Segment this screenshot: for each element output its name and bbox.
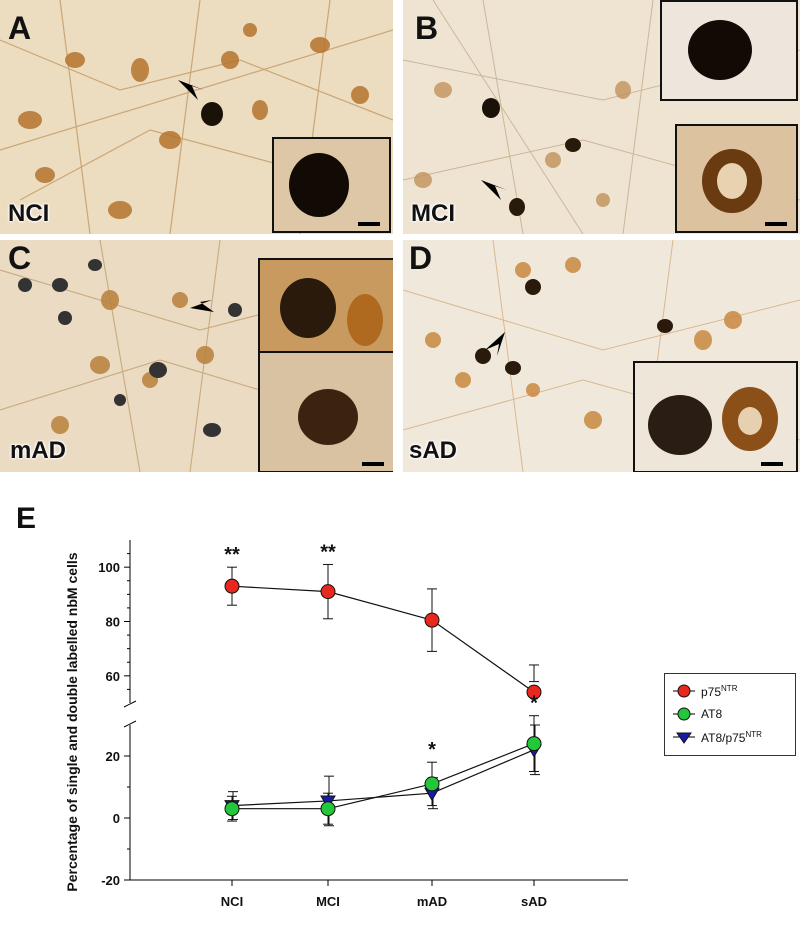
x-tick-label: mAD <box>417 894 447 909</box>
inset-a <box>272 137 391 233</box>
legend-item-p75: p75NTR <box>673 682 737 700</box>
x-tick-label: MCI <box>316 894 340 909</box>
micrograph-texture-a <box>0 0 393 234</box>
group-label-a: NCI <box>8 200 50 227</box>
axis-break-mark <box>123 700 137 708</box>
panel-letter-d: D <box>409 240 433 276</box>
panel-letter-c: C <box>8 240 32 276</box>
x-tick-label: NCI <box>221 894 243 909</box>
scale-bar-d <box>761 462 783 466</box>
y-tick-label: 0 <box>113 811 120 826</box>
data-point-p75 <box>224 578 240 594</box>
data-point-at8 <box>424 776 440 792</box>
significance-marker: ** <box>224 544 240 566</box>
significance-marker: ** <box>320 541 336 563</box>
scale-bar-b <box>765 222 787 226</box>
inset-b-lower <box>675 124 798 233</box>
y-tick-label: -20 <box>101 873 120 888</box>
axis-break-mark <box>123 720 137 728</box>
series-line <box>231 585 535 693</box>
inset-b-upper <box>660 0 798 101</box>
data-point-at8 <box>320 801 336 817</box>
panel-letter-e: E <box>16 502 37 535</box>
data-point-at8 <box>526 736 542 752</box>
series-line <box>231 749 535 807</box>
significance-marker: * <box>428 739 436 761</box>
group-label-d: sAD <box>409 437 458 464</box>
data-point-p75 <box>320 584 336 600</box>
data-point-at8 <box>224 801 240 817</box>
scale-bar-a <box>358 222 380 226</box>
legend-item-at8: AT8 <box>673 705 722 723</box>
data-point-p75 <box>526 684 542 700</box>
data-point-p75 <box>424 612 440 628</box>
group-label-b: MCI <box>411 200 455 227</box>
inset-c-lower <box>258 351 393 472</box>
chart-legend: p75NTR AT8 AT8/p75NTR <box>664 673 796 756</box>
y-tick-label: 100 <box>98 560 120 575</box>
series-line <box>232 743 535 810</box>
legend-label-at8: AT8 <box>701 707 723 721</box>
legend-label-at8-p75: AT8/p75NTR <box>701 729 762 745</box>
micrograph-panel-c: C mAD <box>0 240 393 472</box>
y-tick-label: 20 <box>106 749 120 764</box>
inset-c-upper <box>258 258 393 355</box>
micrograph-panel-b: B MCI <box>403 0 800 234</box>
legend-label-p75: p75NTR <box>701 683 738 699</box>
legend-item-at8-p75: AT8/p75NTR <box>673 728 762 746</box>
x-tick-label: sAD <box>521 894 547 909</box>
scale-bar-c <box>362 462 384 466</box>
inset-d <box>633 361 798 472</box>
y-tick-label: 80 <box>106 615 120 630</box>
y-axis-label: Percentage of single and double labelled… <box>64 552 80 891</box>
significance-marker: * <box>530 693 538 715</box>
y-tick-label: 60 <box>106 669 120 684</box>
micrograph-panel-a: A NCI <box>0 0 393 234</box>
group-label-c: mAD <box>10 437 67 464</box>
panel-letter-a: A <box>8 10 32 46</box>
panel-letter-b: B <box>415 10 439 46</box>
micrograph-panel-d: D sAD <box>403 240 800 472</box>
